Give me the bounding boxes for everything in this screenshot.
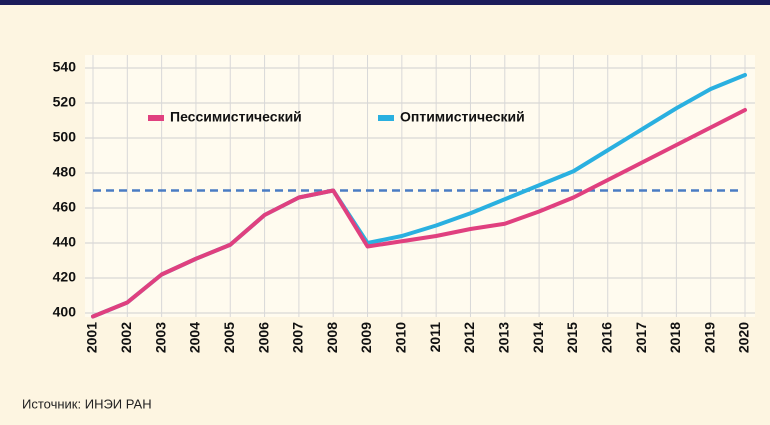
x-tick-label: 2004 [187, 322, 203, 353]
x-tick-label: 2007 [290, 322, 306, 353]
x-tick-label: 2006 [255, 322, 271, 353]
x-tick-label: 2010 [393, 322, 409, 353]
x-tick-label: 2016 [598, 322, 614, 353]
top-bar [0, 0, 770, 5]
x-tick-label: 2003 [152, 322, 168, 353]
legend-label: Пессимистический [170, 109, 302, 125]
legend-swatch [148, 115, 164, 121]
y-tick-label: 520 [53, 94, 77, 110]
y-tick-label: 440 [53, 234, 77, 250]
series-line [91, 108, 747, 319]
x-tick-label: 2005 [221, 322, 237, 353]
x-tick-label: 2015 [564, 322, 580, 353]
y-tick-label: 500 [53, 129, 77, 145]
y-tick-label: 420 [53, 269, 77, 285]
legend-label: Оптимистический [400, 109, 525, 125]
y-tick-label: 460 [53, 199, 77, 215]
x-tick-label: 2012 [461, 322, 477, 353]
legend-swatch [378, 115, 394, 121]
x-tick-label: 2013 [495, 322, 511, 353]
x-tick-label: 2019 [701, 322, 717, 353]
x-tick-label: 2020 [736, 322, 752, 353]
x-tick-label: 2001 [84, 322, 100, 353]
x-tick-label: 2017 [633, 322, 649, 353]
x-tick-label: 2011 [427, 322, 443, 353]
x-tick-label: 2014 [530, 322, 546, 353]
plot-area [85, 55, 755, 317]
x-tick-label: 2002 [118, 322, 134, 353]
y-tick-label: 540 [53, 59, 77, 75]
y-tick-label: 480 [53, 164, 77, 180]
x-tick-label: 2009 [358, 322, 374, 353]
x-tick-label: 2018 [667, 322, 683, 353]
y-tick-label: 400 [53, 304, 77, 320]
x-tick-label: 2008 [324, 322, 340, 353]
source: Источник: ИНЭИ РАН [22, 396, 152, 411]
